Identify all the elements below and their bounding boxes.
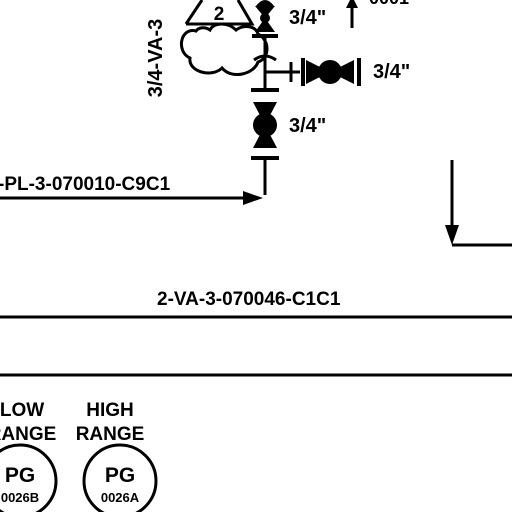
valve-size-lower: 3/4" bbox=[289, 115, 326, 137]
valve-side bbox=[301, 58, 361, 86]
instrument-tag: 0026A bbox=[101, 490, 140, 505]
tee-curve bbox=[253, 54, 277, 62]
instrument-type: PG bbox=[105, 464, 135, 487]
instrument-range-line1: HIGH bbox=[86, 400, 134, 421]
valve-lower bbox=[251, 88, 279, 160]
flow-arrow-down bbox=[445, 225, 459, 245]
instrument-range-line2: RANGE bbox=[76, 424, 145, 445]
revision-cloud bbox=[180, 0, 269, 77]
instrument-bubble-pg-0026a bbox=[82, 443, 158, 512]
line-tag-main: 2-VA-3-070046-C1C1 bbox=[157, 289, 341, 310]
line-tag-vertical: 3/4-VA-3 bbox=[145, 19, 167, 98]
flow-arrow-right bbox=[243, 191, 263, 205]
valve-size-side: 3/4" bbox=[373, 61, 410, 83]
instrument-bubble-pg-0026b bbox=[0, 443, 58, 512]
top-right-fragment: 0001 bbox=[369, 0, 409, 8]
instrument-tag: 0026B bbox=[1, 490, 39, 505]
branch-line bbox=[265, 62, 300, 82]
instrument-range-line1: LOW bbox=[0, 400, 44, 421]
valve-size-top: 3/4" bbox=[289, 7, 326, 29]
instrument-type: PG bbox=[5, 464, 35, 487]
instrument-range-line2: RANGE bbox=[0, 424, 56, 445]
revision-marker: 2 bbox=[214, 4, 225, 25]
vent-arrow bbox=[346, 0, 358, 28]
line-tag-left: -PL-3-070010-C9C1 bbox=[0, 174, 171, 195]
